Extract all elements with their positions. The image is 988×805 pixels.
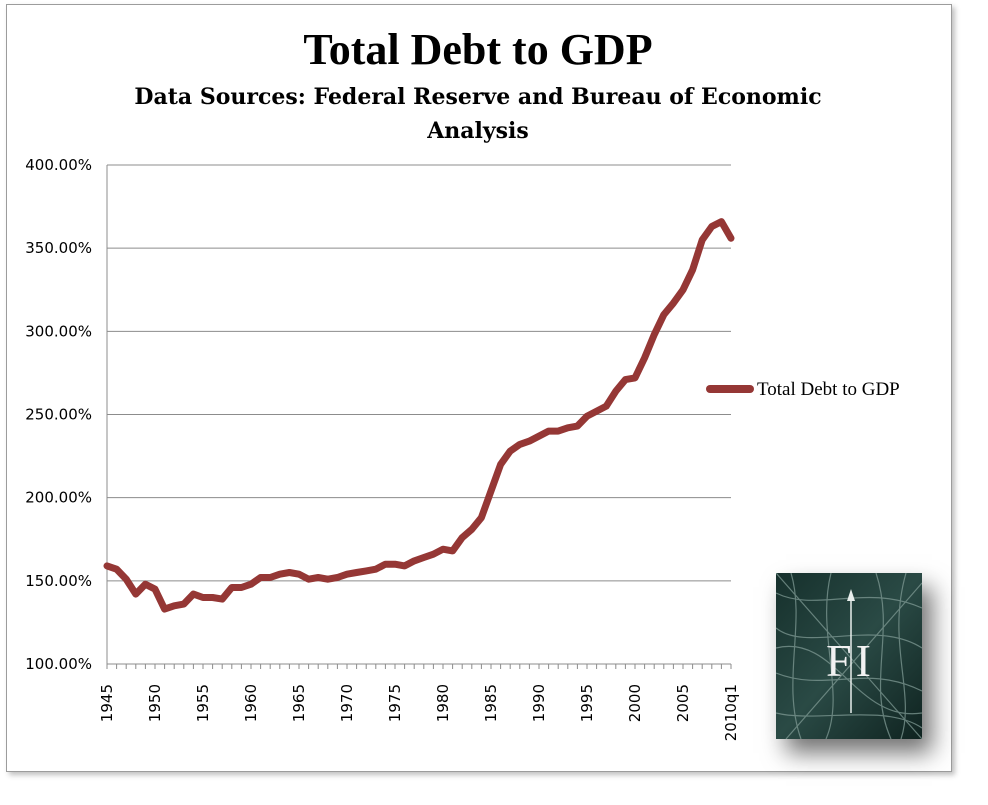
x-tick-label: 1980 <box>434 684 452 722</box>
series-line <box>103 218 735 613</box>
x-tick-label: 2000 <box>626 684 644 722</box>
x-tick-label: 1960 <box>242 684 260 722</box>
y-tick-label: 350.00% <box>25 239 92 257</box>
y-tick-label: 250.00% <box>25 406 92 424</box>
x-tick-label: 1975 <box>386 684 404 722</box>
chart-subtitle: Data Sources: Federal Reserve and Bureau… <box>134 84 822 144</box>
gridlines <box>107 164 731 665</box>
legend: Total Debt to GDP <box>706 379 900 400</box>
x-tick-label: 1995 <box>578 684 596 722</box>
x-tick-label: 1965 <box>290 684 308 722</box>
y-tick-label: 100.00% <box>25 655 92 673</box>
x-tick-label: 1990 <box>530 684 548 722</box>
x-tick-label: 1955 <box>194 684 212 722</box>
legend-label: Total Debt to GDP <box>757 379 900 400</box>
y-tick-label: 200.00% <box>25 489 92 507</box>
chart-title: Total Debt to GDP <box>303 25 653 74</box>
y-tick-label: 300.00% <box>25 322 92 340</box>
y-tick-label: 400.00% <box>25 156 92 174</box>
y-tick-label: 150.00% <box>25 572 92 590</box>
x-axis: 1945 1950 1955 1960 1965 1970 1975 1980 1985 1990… <box>98 663 740 741</box>
y-axis: 100.00% 150.00% 200.00% 250.00% 300.00% 350.0… <box>25 156 108 673</box>
x-tick-label: 1950 <box>146 684 164 722</box>
x-tick-label: 2005 <box>674 684 692 722</box>
logo-text: FI <box>826 635 875 686</box>
plot-area <box>103 218 735 613</box>
logo: FI <box>775 572 923 740</box>
x-tick-label: 2010q1 <box>722 684 740 741</box>
x-tick-label: 1970 <box>338 684 356 722</box>
x-tick-label: 1945 <box>98 684 116 722</box>
x-tick-label: 1985 <box>482 684 500 722</box>
